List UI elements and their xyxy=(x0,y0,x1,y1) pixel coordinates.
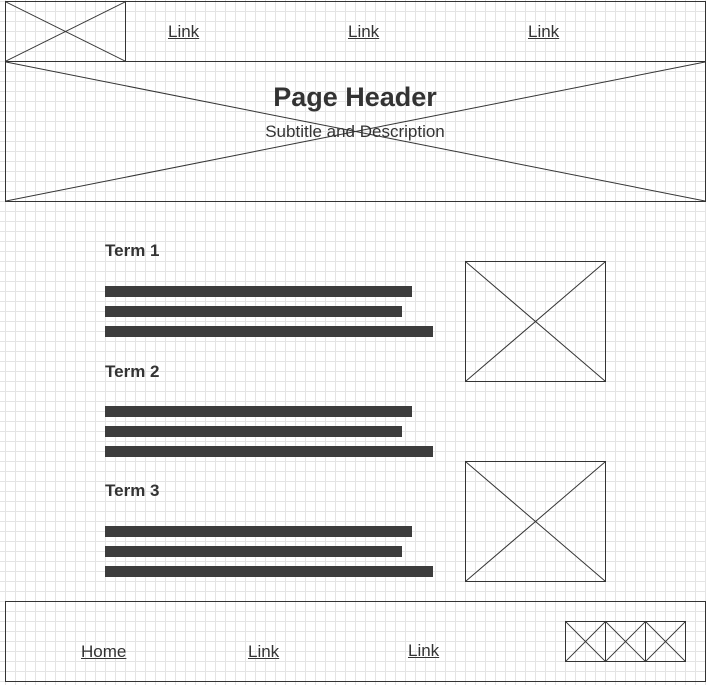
nav-link-1[interactable]: Link xyxy=(168,22,200,41)
term-1-text-line-1 xyxy=(105,286,412,297)
hero-image-placeholder xyxy=(5,61,706,202)
nav-link-2[interactable]: Link xyxy=(348,22,380,41)
footer-link-3[interactable]: Link xyxy=(408,641,440,660)
content-image-placeholder-2 xyxy=(465,461,606,582)
term-1-text-line-3 xyxy=(105,326,433,337)
term-2-text-line-1 xyxy=(105,406,412,417)
term-3-text-line-3 xyxy=(105,566,433,577)
term-3-text-line-1 xyxy=(105,526,412,537)
footer-social-icon-1[interactable] xyxy=(565,621,606,662)
footer-social-icon-3[interactable] xyxy=(645,621,686,662)
footer-link-home[interactable]: Home xyxy=(81,642,127,661)
page-subtitle: Subtitle and Description xyxy=(265,122,445,141)
term-2-label: Term 2 xyxy=(105,362,160,381)
term-1-text-line-2 xyxy=(105,306,402,317)
content-image-placeholder-1 xyxy=(465,261,606,382)
logo-image-placeholder[interactable] xyxy=(5,1,126,62)
term-3-text-line-2 xyxy=(105,546,402,557)
term-3-label: Term 3 xyxy=(105,481,160,500)
footer-social-icon-2[interactable] xyxy=(605,621,646,662)
term-2-text-line-2 xyxy=(105,426,402,437)
term-1-label: Term 1 xyxy=(105,241,160,260)
nav-link-3[interactable]: Link xyxy=(528,22,560,41)
page-title: Page Header xyxy=(273,82,437,112)
footer-link-2[interactable]: Link xyxy=(248,642,280,661)
term-2-text-line-3 xyxy=(105,446,433,457)
